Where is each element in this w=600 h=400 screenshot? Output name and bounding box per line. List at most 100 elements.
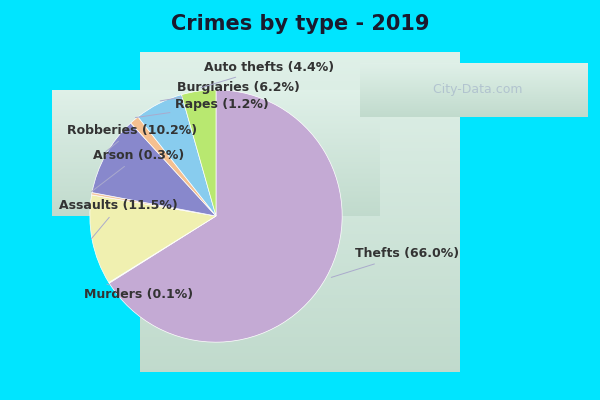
Bar	[360, 114, 588, 115]
Bar	[140, 186, 460, 190]
Bar	[360, 109, 588, 110]
Bar	[52, 169, 380, 170]
Bar	[360, 113, 588, 114]
Bar	[140, 356, 460, 359]
Bar	[52, 188, 380, 190]
Bar	[52, 187, 380, 188]
Bar	[140, 314, 460, 318]
Bar	[360, 91, 588, 92]
Text: Assaults (11.5%): Assaults (11.5%)	[59, 200, 178, 238]
Bar	[360, 67, 588, 68]
Bar	[52, 114, 380, 115]
Bar	[360, 80, 588, 81]
Bar	[140, 266, 460, 270]
Bar	[52, 202, 380, 203]
Bar	[140, 129, 460, 132]
Bar	[360, 84, 588, 85]
Bar	[52, 147, 380, 148]
Bar	[52, 210, 380, 211]
Bar	[52, 132, 380, 133]
Bar	[140, 298, 460, 302]
Bar	[140, 238, 460, 241]
Bar	[140, 334, 460, 337]
Bar	[140, 196, 460, 199]
Bar	[360, 96, 588, 97]
Bar	[140, 90, 460, 94]
Bar	[360, 63, 588, 64]
Bar	[52, 138, 380, 139]
Bar	[140, 218, 460, 222]
Bar	[52, 142, 380, 143]
Wedge shape	[109, 90, 342, 342]
Bar	[360, 88, 588, 89]
Bar	[140, 174, 460, 177]
Bar	[52, 181, 380, 182]
Bar	[140, 311, 460, 314]
Bar	[52, 150, 380, 152]
Bar	[52, 143, 380, 144]
Bar	[52, 95, 380, 96]
Bar	[140, 142, 460, 145]
Bar	[140, 292, 460, 295]
Bar	[360, 103, 588, 104]
Bar	[360, 75, 588, 76]
Bar	[52, 119, 380, 120]
Bar	[140, 138, 460, 142]
Bar	[140, 132, 460, 135]
Bar	[52, 96, 380, 98]
Bar	[360, 102, 588, 103]
Bar	[360, 78, 588, 79]
Bar	[52, 198, 380, 200]
Bar	[140, 212, 460, 215]
Bar	[140, 225, 460, 228]
Bar	[140, 366, 460, 369]
Bar	[52, 182, 380, 183]
Bar	[360, 90, 588, 91]
Bar	[360, 99, 588, 100]
Bar	[52, 191, 380, 192]
Bar	[140, 55, 460, 58]
Bar	[140, 106, 460, 110]
Bar	[140, 180, 460, 183]
Bar	[360, 95, 588, 96]
Bar	[140, 244, 460, 247]
Bar	[360, 70, 588, 71]
Bar	[52, 159, 380, 160]
Bar	[52, 148, 380, 149]
Bar	[360, 87, 588, 88]
Bar	[140, 330, 460, 334]
Bar	[140, 302, 460, 305]
Bar	[52, 139, 380, 140]
Bar	[52, 130, 380, 132]
Bar	[52, 167, 380, 168]
Bar	[360, 104, 588, 105]
Bar	[140, 126, 460, 129]
Bar	[140, 78, 460, 81]
Bar	[140, 81, 460, 84]
Bar	[140, 190, 460, 193]
Bar	[52, 101, 380, 102]
Bar	[140, 154, 460, 158]
Bar	[360, 64, 588, 65]
Bar	[52, 134, 380, 135]
Bar	[140, 209, 460, 212]
Bar	[52, 111, 380, 112]
Bar	[52, 136, 380, 138]
Bar	[360, 100, 588, 101]
Bar	[360, 69, 588, 70]
Bar	[52, 108, 380, 109]
Text: City-Data.com: City-Data.com	[425, 84, 523, 96]
Bar	[140, 350, 460, 353]
Bar	[52, 140, 380, 142]
Bar	[52, 129, 380, 130]
Bar	[140, 145, 460, 148]
Bar	[140, 158, 460, 161]
Bar	[52, 162, 380, 163]
Bar	[360, 82, 588, 83]
Bar	[52, 92, 380, 94]
Bar	[52, 208, 380, 210]
Bar	[140, 362, 460, 366]
Bar	[140, 65, 460, 68]
Wedge shape	[182, 90, 216, 216]
Bar	[52, 206, 380, 207]
